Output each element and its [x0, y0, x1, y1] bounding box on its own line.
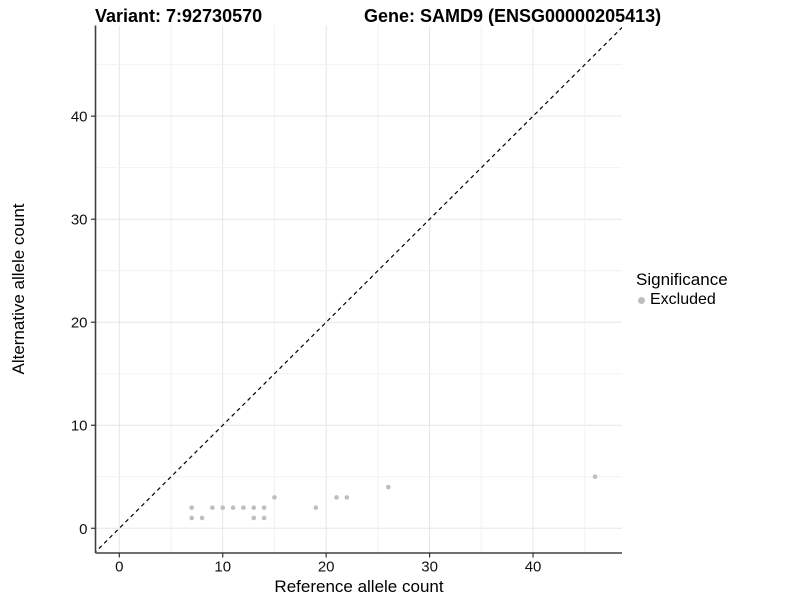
y-tick-label: 40 — [71, 109, 88, 126]
identity-line — [95, 26, 622, 553]
data-point — [261, 505, 267, 510]
x-tick-label: 30 — [421, 559, 438, 576]
axis-lines — [94, 25, 622, 554]
axis-tick-marks — [91, 115, 534, 558]
data-point — [241, 505, 246, 510]
legend-point-icon — [638, 296, 645, 304]
data-point — [189, 505, 194, 510]
data-point — [251, 505, 257, 510]
data-point — [313, 505, 319, 510]
legend: Significance Excluded — [636, 270, 728, 309]
data-point — [261, 515, 267, 521]
x-tick-label: 10 — [214, 559, 231, 576]
data-point — [199, 515, 205, 521]
y-tick-labels: 0 10 20 30 40 — [71, 109, 88, 538]
data-point — [251, 515, 257, 521]
legend-item-label: Excluded — [650, 291, 716, 308]
data-points — [189, 474, 598, 521]
legend-item-excluded: Excluded — [636, 291, 728, 309]
data-point — [592, 474, 598, 480]
data-point — [334, 495, 339, 500]
y-tick-label: 30 — [71, 212, 88, 229]
data-point — [272, 495, 277, 500]
gridlines — [95, 25, 622, 553]
x-tick-label: 40 — [525, 559, 542, 576]
x-tick-labels: 0 10 20 30 40 — [115, 559, 541, 576]
y-tick-label: 0 — [79, 521, 87, 538]
y-tick-label: 10 — [71, 418, 88, 435]
identity-dashed-line — [95, 26, 622, 553]
plot-title-variant: Variant: 7:92730570 — [95, 6, 263, 26]
y-tick-label: 20 — [71, 315, 88, 332]
legend-title: Significance — [636, 270, 728, 289]
data-point — [385, 484, 391, 490]
data-point — [210, 505, 215, 510]
x-tick-label: 0 — [115, 559, 123, 576]
x-tick-label: 20 — [318, 559, 335, 576]
data-point — [189, 515, 194, 521]
plot-title-gene: Gene: SAMD9 (ENSG00000205413) — [364, 6, 662, 26]
x-axis-title: Reference allele count — [274, 577, 444, 596]
data-point — [220, 505, 226, 510]
data-point — [344, 495, 350, 500]
data-point — [230, 505, 236, 510]
